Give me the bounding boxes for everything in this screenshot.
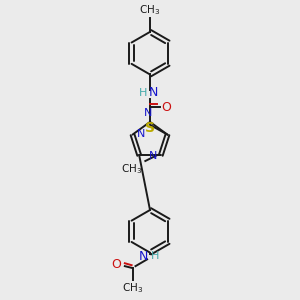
Text: S: S (145, 121, 155, 135)
Text: N: N (148, 151, 157, 161)
Text: O: O (111, 258, 121, 271)
Text: CH$_3$: CH$_3$ (122, 282, 143, 296)
Text: CH$_3$: CH$_3$ (140, 4, 160, 17)
Text: H: H (139, 88, 147, 98)
Text: N: N (139, 250, 148, 263)
Text: CH$_3$: CH$_3$ (121, 162, 142, 176)
Text: N: N (136, 129, 145, 139)
Text: O: O (162, 101, 172, 114)
Text: N: N (149, 86, 158, 99)
Text: H: H (151, 251, 159, 262)
Text: N: N (144, 108, 152, 118)
